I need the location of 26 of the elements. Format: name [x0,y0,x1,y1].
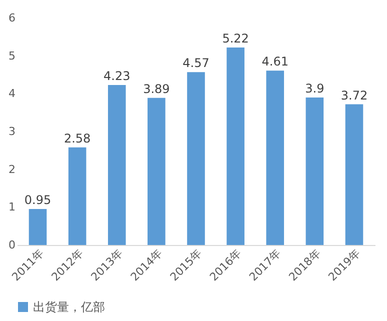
y-tick-label: 0 [8,238,16,252]
bar [226,48,244,245]
y-tick-label: 1 [8,200,16,214]
y-tick-label: 5 [8,49,16,62]
bar [28,209,47,245]
y-tick-label: 3 [8,125,16,138]
data-label: 0.95 [24,193,52,208]
bar [108,84,126,245]
bar [345,104,364,245]
legend-label: 出货量，亿部 [33,300,105,314]
data-label: 5.22 [222,32,249,46]
y-tick-label: 6 [8,12,16,24]
y-tick-label: 4 [8,87,16,100]
bar [148,98,166,245]
data-label: 3.9 [305,81,324,96]
bar [187,72,205,245]
bar [306,97,324,245]
data-label: 3.72 [340,88,368,102]
bar [68,147,86,245]
data-label: 3.89 [143,82,170,96]
data-label: 4.57 [182,56,210,70]
y-tick-label: 2 [8,162,16,176]
data-label: 2.58 [64,131,91,146]
data-label: 4.23 [104,68,130,83]
data-label: 4.61 [262,54,288,69]
bar [266,70,284,245]
